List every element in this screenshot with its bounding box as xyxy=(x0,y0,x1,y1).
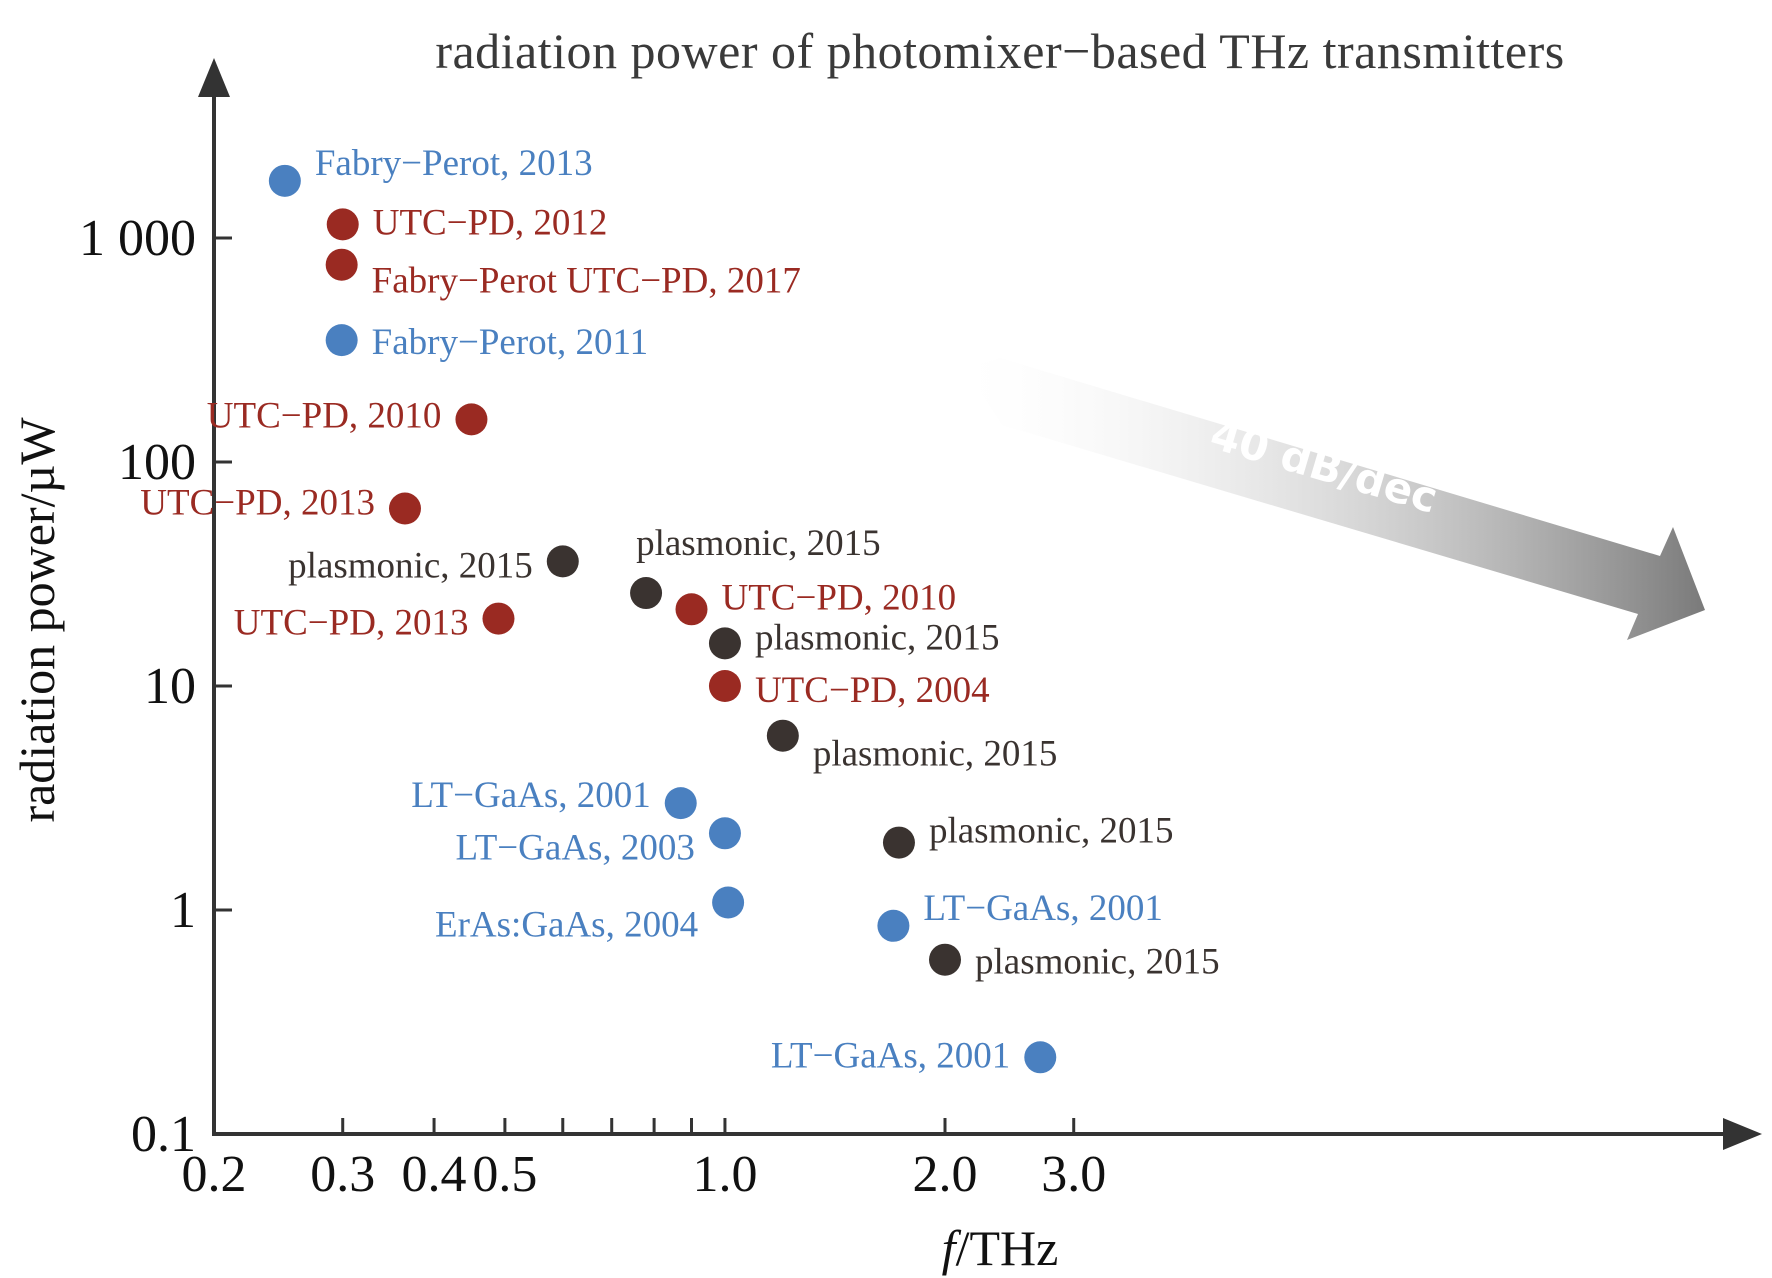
data-point-black xyxy=(546,545,579,578)
y-ticks: 0.1 1 10 100 1 000 xyxy=(79,210,232,1163)
data-point-label: Fabry−Perot, 2011 xyxy=(372,322,648,363)
data-point-label: plasmonic, 2015 xyxy=(975,942,1220,983)
x-tick-label: 0.5 xyxy=(472,1146,537,1203)
data-point-label: plasmonic, 2015 xyxy=(636,523,881,564)
y-tick-label: 10 xyxy=(144,658,196,715)
data-point-label: UTC−PD, 2013 xyxy=(140,483,375,524)
y-tick-label: 1 xyxy=(170,882,196,939)
x-tick-label: 0.2 xyxy=(182,1146,247,1203)
data-point-red xyxy=(455,403,488,436)
x-tick-label: 3.0 xyxy=(1041,1146,1106,1203)
data-point-red xyxy=(708,670,741,702)
data-point-label: UTC−PD, 2004 xyxy=(755,670,990,711)
x-axis-arrow-icon xyxy=(1723,1118,1762,1150)
data-point-black xyxy=(630,577,663,610)
x-axis-label-unit: /THz xyxy=(956,1220,1059,1276)
data-point-red xyxy=(325,248,358,281)
x-tick-label: 0.3 xyxy=(310,1146,375,1203)
data-point-blue xyxy=(325,324,358,357)
data-point-red xyxy=(675,593,708,626)
data-point-label: UTC−PD, 2010 xyxy=(721,577,956,618)
y-tick-label: 0.1 xyxy=(131,1106,196,1163)
x-ticks: 0.2 0.3 0.4 0.5 1.0 2.0 3.0 xyxy=(182,1118,1106,1203)
chart-title: radiation power of photomixer−based THz … xyxy=(435,23,1564,79)
y-axis-label: radiation power/µW xyxy=(9,417,65,823)
x-tick-label: 1.0 xyxy=(692,1146,757,1203)
data-point-blue xyxy=(712,886,745,919)
data-point-label: ErAs:GaAs, 2004 xyxy=(435,905,698,946)
data-point-label: LT−GaAs, 2003 xyxy=(456,827,695,868)
x-tick-label: 2.0 xyxy=(913,1146,978,1203)
data-point-red xyxy=(326,208,359,241)
data-point-label: Fabry−Perot, 2013 xyxy=(315,143,593,184)
data-point-labels: Fabry−Perot, 2013 Fabry−Perot, 2011 LT−GaA… xyxy=(140,143,1219,1076)
data-point-label: LT−GaAs, 2001 xyxy=(923,888,1162,929)
data-point-red xyxy=(388,492,421,525)
data-point-label: LT−GaAs, 2001 xyxy=(771,1035,1010,1076)
data-point-black xyxy=(929,943,961,976)
y-tick-label: 1 000 xyxy=(79,210,196,267)
data-point-blue xyxy=(1024,1041,1057,1074)
trend-arrow: 40 dB/dec xyxy=(965,358,1705,640)
trend-arrow-shape xyxy=(965,358,1705,640)
data-point-blue xyxy=(877,909,910,942)
data-point-label: LT−GaAs, 2001 xyxy=(411,775,650,816)
data-point-blue xyxy=(664,787,697,820)
x-axis-label: f/THz xyxy=(942,1220,1059,1276)
data-point-red xyxy=(482,602,515,635)
data-point-label: plasmonic, 2015 xyxy=(755,617,1000,658)
data-point-label: plasmonic, 2015 xyxy=(288,545,533,586)
data-point-label: plasmonic, 2015 xyxy=(813,734,1058,775)
data-point-label: UTC−PD, 2012 xyxy=(373,202,608,243)
data-point-label: UTC−PD, 2010 xyxy=(207,395,442,436)
data-point-label: Fabry−Perot UTC−PD, 2017 xyxy=(372,261,801,302)
data-point-black xyxy=(882,826,915,859)
data-point-blue xyxy=(268,164,301,197)
data-point-label: UTC−PD, 2013 xyxy=(234,603,469,644)
data-points xyxy=(268,164,1057,1074)
data-point-black xyxy=(766,719,799,752)
y-axis-arrow-icon xyxy=(198,58,230,97)
x-tick-label: 0.4 xyxy=(402,1146,467,1203)
axes xyxy=(198,58,1762,1150)
y-tick-label: 100 xyxy=(118,434,196,491)
data-point-black xyxy=(708,627,741,660)
data-point-blue xyxy=(708,817,741,850)
data-point-label: plasmonic, 2015 xyxy=(929,811,1174,852)
